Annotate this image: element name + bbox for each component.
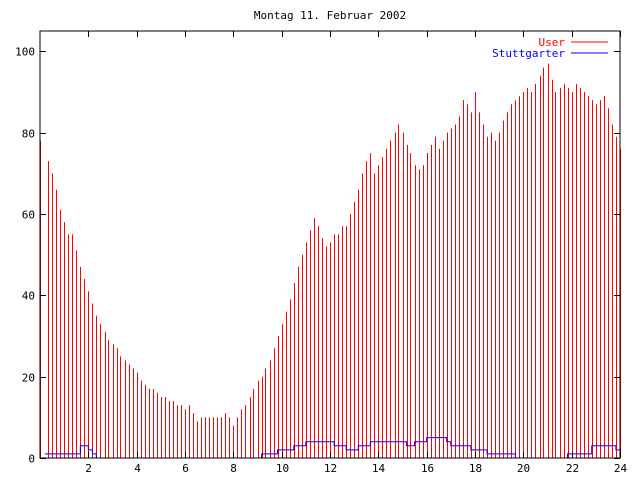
x-tick-label: 24 xyxy=(614,462,628,475)
x-axis-ticks: 2 4 6 8 10 12 14 16 18 20 22 24 xyxy=(85,31,627,475)
legend-label-user: User xyxy=(539,36,566,49)
y-tick-label: 60 xyxy=(22,209,35,222)
x-tick-label: 12 xyxy=(324,462,337,475)
user-bars xyxy=(40,63,621,458)
y-tick-label: 80 xyxy=(22,128,35,141)
legend: User Stuttgarter xyxy=(492,36,608,60)
y-tick-label: 0 xyxy=(28,453,35,466)
x-tick-label: 8 xyxy=(230,462,237,475)
y-tick-label: 100 xyxy=(15,46,35,59)
y-tick-label: 20 xyxy=(22,372,35,385)
chart-title: Montag 11. Februar 2002 xyxy=(254,9,406,22)
stuttgarter-line-group xyxy=(44,437,621,459)
x-tick-label: 2 xyxy=(85,462,92,475)
stuttgarter-line xyxy=(44,437,621,459)
y-axis-ticks: 0 20 40 60 80 100 xyxy=(15,46,620,466)
x-tick-label: 18 xyxy=(469,462,482,475)
x-tick-label: 4 xyxy=(134,462,141,475)
x-tick-label: 22 xyxy=(566,462,579,475)
legend-label-stuttgarter: Stuttgarter xyxy=(492,47,565,60)
x-tick-label: 6 xyxy=(182,462,189,475)
x-tick-label: 16 xyxy=(421,462,434,475)
y-tick-label: 40 xyxy=(22,290,35,303)
x-tick-label: 20 xyxy=(517,462,530,475)
x-tick-label: 14 xyxy=(372,462,386,475)
x-tick-label: 10 xyxy=(276,462,289,475)
